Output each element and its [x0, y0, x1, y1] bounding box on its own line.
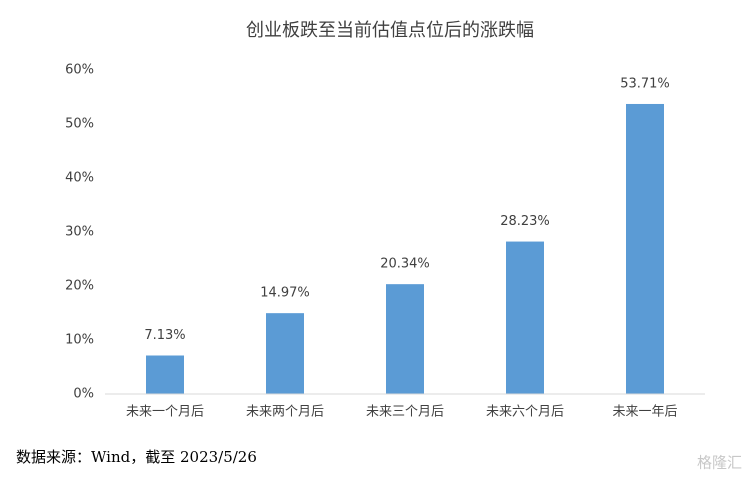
watermark: 格隆汇 — [697, 454, 742, 472]
bar — [146, 355, 184, 394]
x-tick-label: 未来六个月后 — [486, 405, 564, 420]
value-label: 28.23% — [500, 214, 550, 229]
bar — [626, 103, 664, 394]
value-label: 20.34% — [380, 257, 430, 272]
y-tick-label: 30% — [65, 225, 94, 240]
y-tick-label: 40% — [65, 171, 94, 186]
bar — [266, 313, 304, 394]
bar — [506, 241, 544, 394]
x-tick-label: 未来三个月后 — [366, 405, 444, 420]
bar — [386, 284, 424, 394]
y-tick-label: 10% — [65, 333, 94, 348]
chart-title: 创业板跌至当前估值点位后的涨跌幅 — [246, 20, 534, 41]
y-tick-label: 60% — [65, 63, 94, 78]
x-tick-label: 未来一年后 — [612, 405, 677, 420]
value-label: 53.71% — [620, 76, 670, 91]
value-label: 7.13% — [144, 328, 185, 343]
y-tick-label: 0% — [73, 387, 94, 402]
value-label: 14.97% — [260, 286, 310, 301]
source-note: 数据来源：Wind，截至 2023/5/26 — [16, 448, 257, 466]
x-tick-label: 未来一个月后 — [126, 405, 204, 420]
y-tick-label: 20% — [65, 279, 94, 294]
x-tick-label: 未来两个月后 — [246, 405, 324, 420]
y-tick-label: 50% — [65, 117, 94, 132]
